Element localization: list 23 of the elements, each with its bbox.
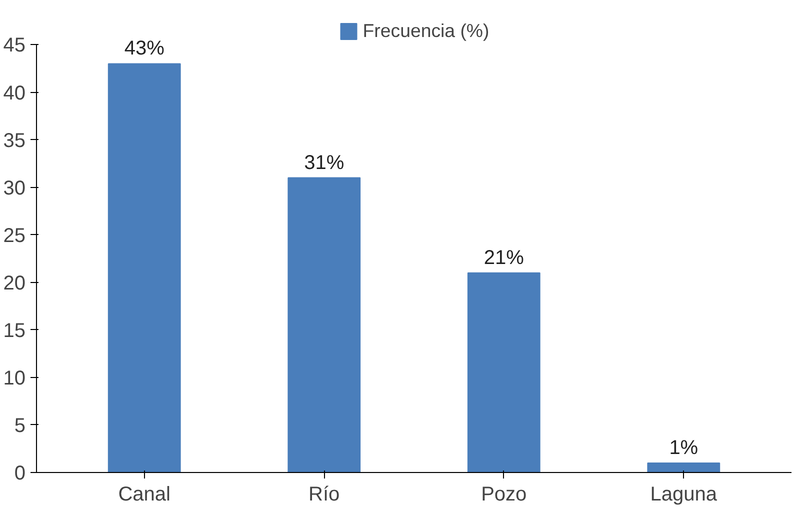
data-label: 31% [304, 152, 344, 174]
x-tick-label: Laguna [650, 484, 718, 506]
y-tick-label: 0 [14, 462, 26, 484]
bar [647, 462, 720, 472]
bar [467, 272, 540, 472]
bar [288, 177, 361, 472]
y-tick-label: 35 [3, 130, 26, 152]
data-label: 1% [669, 436, 698, 459]
y-tick-label: 5 [14, 414, 26, 437]
data-label: 21% [484, 246, 524, 269]
y-tick-label: 20 [3, 272, 26, 294]
y-tick-label: 15 [3, 320, 26, 342]
x-tick-label: Canal [118, 484, 170, 506]
y-tick-label: 45 [3, 34, 26, 57]
y-tick-label: 25 [3, 224, 26, 247]
y-tick-label: 10 [3, 367, 26, 390]
y-tick-label: 30 [3, 177, 26, 200]
bar [108, 63, 181, 472]
x-tick-label: Pozo [481, 484, 527, 506]
x-tick-label: Río [308, 484, 340, 506]
y-tick-label: 40 [3, 82, 26, 104]
data-label: 43% [124, 38, 165, 60]
legend-label: Frecuencia (%) [362, 20, 490, 42]
